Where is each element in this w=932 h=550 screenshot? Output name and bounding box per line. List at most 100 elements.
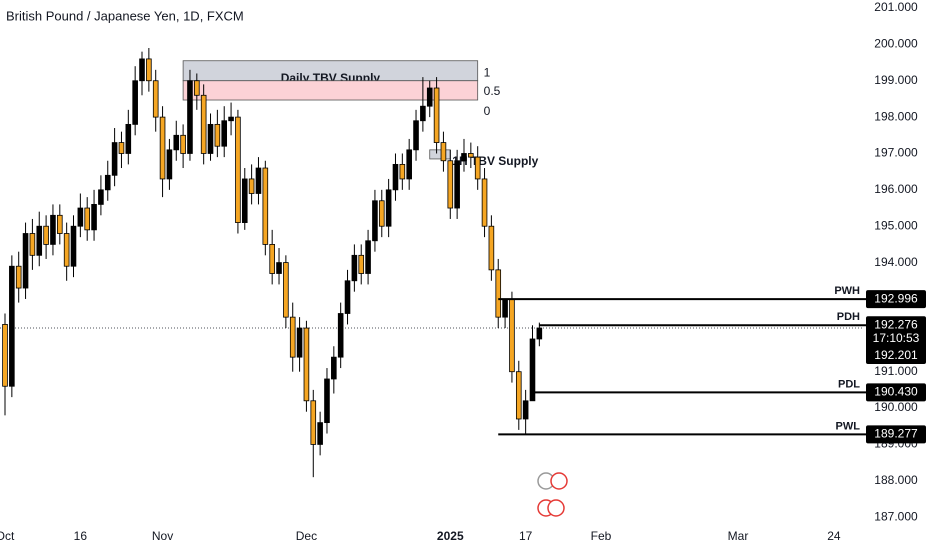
level-name: PWL [836, 420, 861, 432]
candle-body [468, 153, 474, 158]
candle-body [529, 338, 536, 402]
candle-body [406, 149, 412, 180]
candle-body [9, 265, 15, 387]
candle-body [324, 378, 330, 424]
candle-body [296, 327, 303, 358]
candle-body [509, 298, 515, 373]
candle-body [365, 240, 371, 274]
candle-body [29, 233, 36, 256]
candle-body [399, 163, 406, 180]
y-tick-label: 187.000 [874, 509, 918, 523]
candle-body [426, 87, 433, 107]
last-price: 192.201 [874, 348, 918, 362]
level-name: PDH [837, 311, 860, 323]
level-box [866, 316, 926, 335]
fib-label: 0.5 [484, 84, 501, 98]
candle-body [461, 153, 467, 162]
supply-zone [182, 80, 479, 101]
candle-body [207, 123, 214, 154]
y-tick-label: 194.000 [874, 255, 918, 269]
candle-body [228, 116, 234, 122]
candle-body [248, 178, 255, 194]
candle-body [420, 105, 426, 122]
last-box [866, 330, 926, 365]
candle-body [495, 269, 502, 318]
zone-label: 1H TBV Supply [452, 154, 538, 168]
candle-body [200, 94, 207, 154]
countdown: 17:10:53 [873, 331, 920, 345]
candle-body [358, 254, 365, 274]
candle-body [413, 120, 419, 151]
candle-body [132, 80, 138, 125]
candle-body [159, 116, 166, 180]
candle-body [255, 167, 262, 194]
candle-body [50, 214, 56, 245]
candle-body [152, 80, 159, 118]
y-tick-label: 188.000 [874, 473, 918, 487]
candle-body [385, 189, 392, 227]
candle-body [91, 203, 97, 231]
candle-body [536, 327, 543, 340]
candle-body [15, 265, 22, 289]
x-tick-label: Nov [152, 529, 173, 543]
level-value: 192.276 [874, 317, 918, 331]
icon [547, 499, 565, 517]
candle-body [187, 80, 193, 154]
level-value: 189.277 [874, 427, 918, 441]
supply-zone [429, 149, 451, 160]
y-tick-label: 198.000 [874, 109, 918, 123]
y-tick-label: 196.000 [874, 182, 918, 196]
x-tick-label: 17 [519, 529, 533, 543]
y-tick-label: 201.000 [874, 0, 918, 14]
candle-body [454, 160, 460, 209]
x-tick-label: Oct [0, 529, 15, 543]
level-name: PWH [834, 285, 860, 297]
y-tick-label: 197.000 [874, 146, 918, 160]
candle-body [515, 371, 522, 420]
candle-body [146, 58, 152, 82]
x-tick-label: Feb [591, 529, 612, 543]
x-tick-label: 16 [74, 529, 88, 543]
candle-body [36, 225, 43, 256]
x-tick-label: Dec [296, 529, 317, 543]
level-value: 192.996 [874, 291, 918, 305]
candle-body [331, 356, 337, 380]
candle-body [43, 225, 49, 245]
level-value: 190.430 [874, 385, 918, 399]
candle-body [166, 149, 173, 180]
candle-body [474, 156, 481, 180]
candle-body [241, 178, 248, 223]
candle-body [276, 262, 282, 274]
candle-body [235, 116, 241, 223]
level-box [866, 383, 926, 402]
candle-body [317, 422, 323, 445]
icons [537, 472, 568, 517]
candle-body [194, 80, 200, 96]
candle-body [488, 225, 495, 271]
candle-body [118, 142, 125, 154]
candle-body [433, 87, 440, 143]
candle-body [392, 163, 399, 191]
level-name: PDL [838, 378, 860, 390]
fib-label: 0 [484, 104, 491, 118]
candle-body [98, 189, 104, 205]
candle-body [310, 400, 317, 445]
candle-body [139, 58, 145, 82]
candle-body [214, 123, 221, 147]
candle-body [77, 207, 84, 227]
x-tick-label: 24 [827, 529, 841, 543]
candle-body [351, 254, 358, 282]
candle-body [344, 280, 351, 314]
level-box [866, 290, 926, 309]
level-box [866, 425, 926, 444]
candle-body [262, 167, 269, 245]
candle-body [111, 142, 118, 176]
candle-body [440, 142, 447, 162]
candle-body [221, 120, 228, 147]
y-tick-label: 199.000 [874, 73, 918, 87]
candle-body [522, 400, 529, 420]
icon [550, 472, 568, 490]
candle-body [502, 298, 508, 318]
